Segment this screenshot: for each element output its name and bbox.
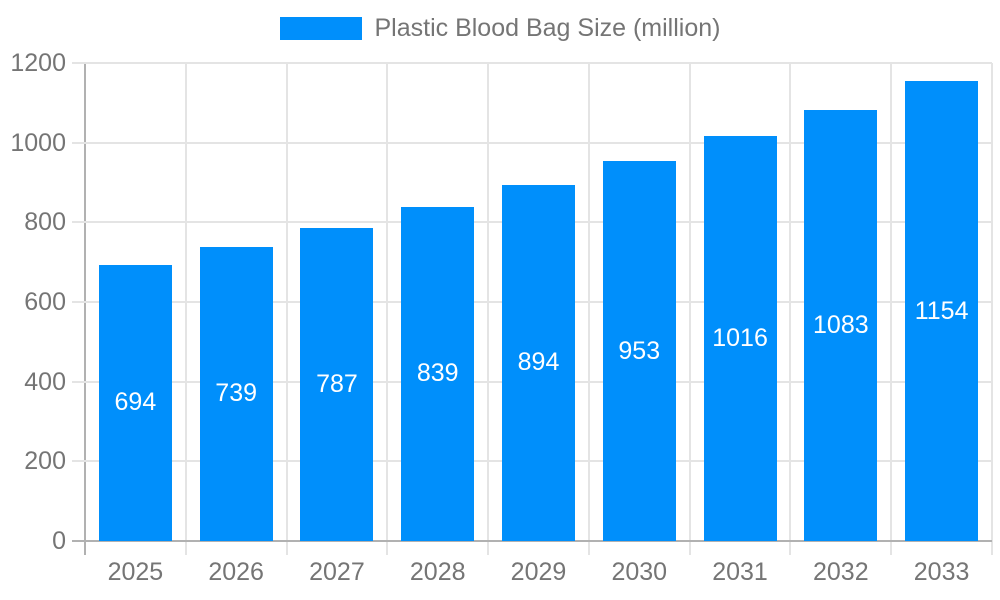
x-tick-label: 2030 [611,558,668,586]
bar-value-label: 953 [618,336,661,365]
x-tick-label: 2025 [107,558,164,586]
y-gridline [72,141,992,144]
bar-value-label: 839 [416,359,459,388]
x-gridline [688,63,691,555]
x-gridline [890,63,893,555]
y-tick-label: 200 [24,447,66,476]
x-gridline [487,63,490,555]
x-tick-label: 2031 [712,558,768,586]
bar-2028[interactable]: 839 [401,206,475,541]
x-tick-label: 2029 [510,558,567,586]
bar-value-label: 1083 [813,310,869,339]
bar-value-label: 894 [517,348,560,377]
x-tick-label: 2032 [813,558,869,586]
bar-value-label: 1154 [914,296,969,325]
chart-legend[interactable]: Plastic Blood Bag Size (million) [0,14,1000,43]
bar-2032[interactable]: 1083 [804,109,878,541]
bar-2027[interactable]: 787 [300,227,374,541]
bar-value-label: 694 [114,388,157,417]
bar-2025[interactable]: 694 [98,264,172,541]
bar-value-label: 1016 [712,324,768,353]
x-gridline [285,63,288,555]
y-tick-label: 1000 [10,128,66,157]
bar-value-label: 787 [316,369,358,398]
x-tick-label: 2028 [409,558,466,586]
x-gridline [184,63,187,555]
legend-swatch [279,17,362,40]
bar-2026[interactable]: 739 [199,246,273,541]
bar-2033[interactable]: 1154 [905,81,979,541]
bar-2030[interactable]: 953 [602,161,676,541]
x-gridline [991,63,993,555]
bar-2029[interactable]: 894 [502,184,575,541]
x-axis-line [72,540,992,542]
x-gridline [386,63,389,555]
y-tick-label: 0 [52,527,66,555]
y-axis-line [84,63,86,555]
y-tick-label: 1200 [10,49,66,77]
x-gridline [789,63,792,555]
y-tick-label: 600 [24,288,66,316]
x-tick-label: 2026 [208,558,264,586]
y-tick-label: 800 [24,208,66,237]
y-gridline [72,62,992,64]
x-tick-label: 2033 [913,558,970,586]
y-tick-label: 400 [24,367,66,396]
bar-value-label: 739 [215,379,258,408]
bar-2031[interactable]: 1016 [703,136,777,541]
x-tick-label: 2027 [309,558,365,586]
x-gridline [587,63,590,555]
legend-label: Plastic Blood Bag Size (million) [374,14,721,42]
